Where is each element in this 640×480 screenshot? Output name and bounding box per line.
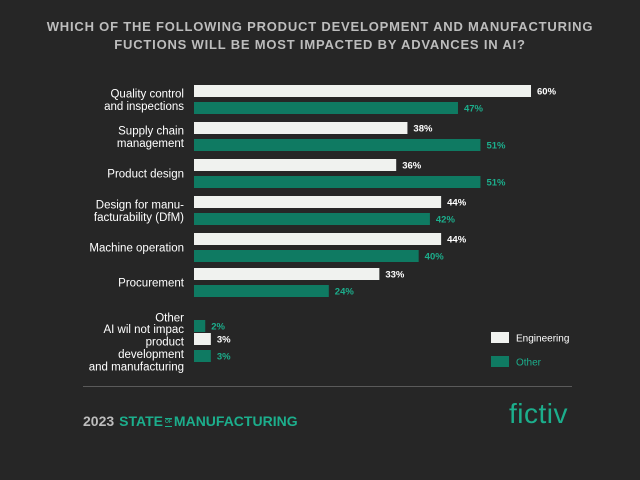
category-label-line: management	[117, 138, 185, 150]
chart-title: WHICH OF THE FOLLOWING PRODUCT DEVELOPME…	[40, 18, 600, 54]
engineering-data-label: 3%	[217, 335, 231, 346]
footer-state: STATE	[119, 413, 163, 429]
category-label: Machine operation	[89, 243, 184, 255]
other-bar	[194, 176, 481, 188]
footer-of: OF	[164, 417, 172, 427]
other-data-label: 47%	[464, 104, 484, 115]
category-label-line: Procurement	[118, 278, 185, 290]
category-label: Procurement	[118, 278, 185, 290]
category-label-line: facturability (DfM)	[94, 212, 184, 224]
other-bar	[194, 139, 481, 151]
engineering-data-label: 36%	[402, 161, 422, 172]
category-label-line: and inspections	[104, 101, 184, 113]
category-label: AI wil not impac product development and ma…	[89, 324, 185, 374]
engineering-bar	[194, 85, 531, 97]
category-label-line: Quality control	[110, 88, 184, 100]
engineering-bar	[194, 159, 397, 171]
other-data-label: 3%	[217, 352, 231, 363]
footer-year: 2023	[83, 413, 115, 429]
category-label-line: product	[146, 336, 185, 348]
category-label: Quality control and inspections	[104, 88, 184, 113]
other-bar	[194, 250, 419, 262]
other-bar	[194, 102, 458, 114]
footer-divider	[83, 386, 572, 387]
category-label-line: and manufacturing	[89, 361, 184, 373]
other-data-label: 2%	[211, 322, 225, 333]
legend-swatch	[491, 356, 509, 367]
category-label: Other	[155, 313, 184, 325]
engineering-data-label: 33%	[385, 270, 405, 281]
category-label-line: AI wil not impac	[103, 324, 184, 336]
other-bar	[194, 213, 430, 225]
other-bar	[194, 285, 329, 297]
category-label-line: Machine operation	[89, 243, 184, 255]
other-data-label: 24%	[335, 287, 355, 298]
other-data-label: 51%	[486, 178, 506, 189]
engineering-data-label: 60%	[537, 87, 557, 98]
engineering-bar	[194, 268, 380, 280]
footer-manufacturing: MANUFACTURING	[173, 413, 298, 429]
category-label-line: Other	[155, 313, 184, 325]
category-label: Product design	[107, 169, 184, 181]
chart-title-line-1: WHICH OF THE FOLLOWING PRODUCT DEVELOPME…	[46, 19, 594, 34]
state-of-manufacturing-logo: 2023 STATE OF MANUFACTURING	[83, 413, 298, 429]
legend-label: Other	[516, 358, 542, 369]
other-data-label: 42%	[436, 215, 456, 226]
engineering-bar	[194, 233, 442, 245]
engineering-data-label: 38%	[413, 124, 433, 135]
category-label: Supply chain management	[117, 125, 185, 150]
engineering-data-label: 44%	[447, 235, 467, 246]
category-label-line: Supply chain	[118, 125, 184, 137]
chart-title-line-2: FUCTIONS WILL BE MOST IMPACTED BY ADVANC…	[114, 37, 526, 52]
other-bar	[194, 320, 206, 332]
legend-label: Engineering	[516, 334, 569, 345]
other-data-label: 51%	[486, 141, 506, 152]
engineering-bar	[194, 196, 442, 208]
engineering-data-label: 44%	[447, 198, 467, 209]
fictiv-logo: fictiv	[509, 398, 568, 429]
legend-swatch	[491, 332, 509, 343]
engineering-bar	[194, 333, 211, 345]
category-label-line: development	[118, 349, 185, 361]
category-label-line: Design for manu-	[96, 199, 184, 211]
other-data-label: 40%	[425, 252, 445, 263]
category-label: Design for manu-facturability (DfM)	[94, 199, 184, 224]
engineering-bar	[194, 122, 408, 134]
other-bar	[194, 350, 211, 362]
category-label-line: Product design	[107, 169, 184, 181]
